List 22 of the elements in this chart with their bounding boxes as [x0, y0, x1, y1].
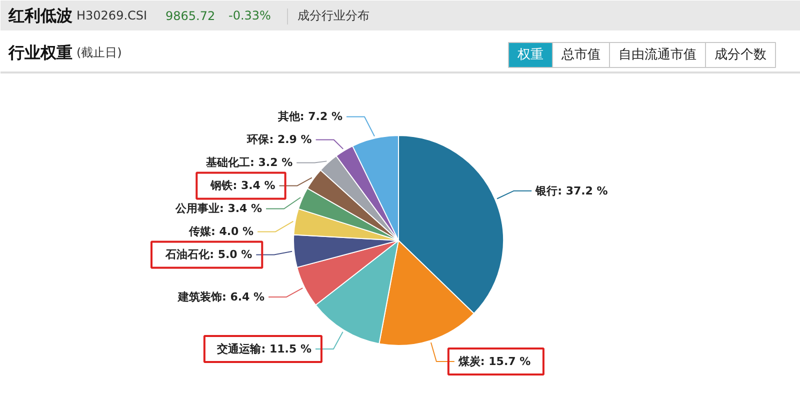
slice-label: 交通运输: 11.5 %	[216, 342, 312, 356]
text: 成分行业分布	[298, 8, 370, 22]
slice-label: 基础化工: 3.2 %	[205, 156, 293, 170]
slice-label: 建筑装饰: 6.4 %	[176, 290, 265, 304]
text: 成分个数	[714, 48, 766, 62]
text: 总市值	[560, 48, 600, 62]
text: 权重	[516, 48, 544, 62]
text: -0.33%	[228, 8, 271, 22]
slice-label: 环保: 2.9 %	[246, 133, 312, 146]
text: H30269.CSI	[76, 8, 148, 22]
slice-label: 钢铁: 3.4 %	[210, 179, 276, 192]
slice-label: 公用事业: 3.4 %	[174, 202, 262, 216]
chart-title: 行业权重	[8, 43, 72, 62]
slice-label: 石油石化: 5.0 %	[164, 248, 252, 262]
slice-label: 银行: 37.2 %	[534, 184, 608, 198]
text: 自由流通市值	[618, 46, 696, 62]
slice-label: 传媒: 4.0 %	[188, 225, 254, 238]
chart-subtitle: (截止日)	[76, 46, 122, 60]
text: 红利低波	[8, 6, 72, 25]
text: 9865.72	[166, 9, 216, 23]
slice-label: 煤炭: 15.7 %	[457, 355, 531, 368]
slice-label: 其他: 7.2 %	[276, 110, 342, 124]
